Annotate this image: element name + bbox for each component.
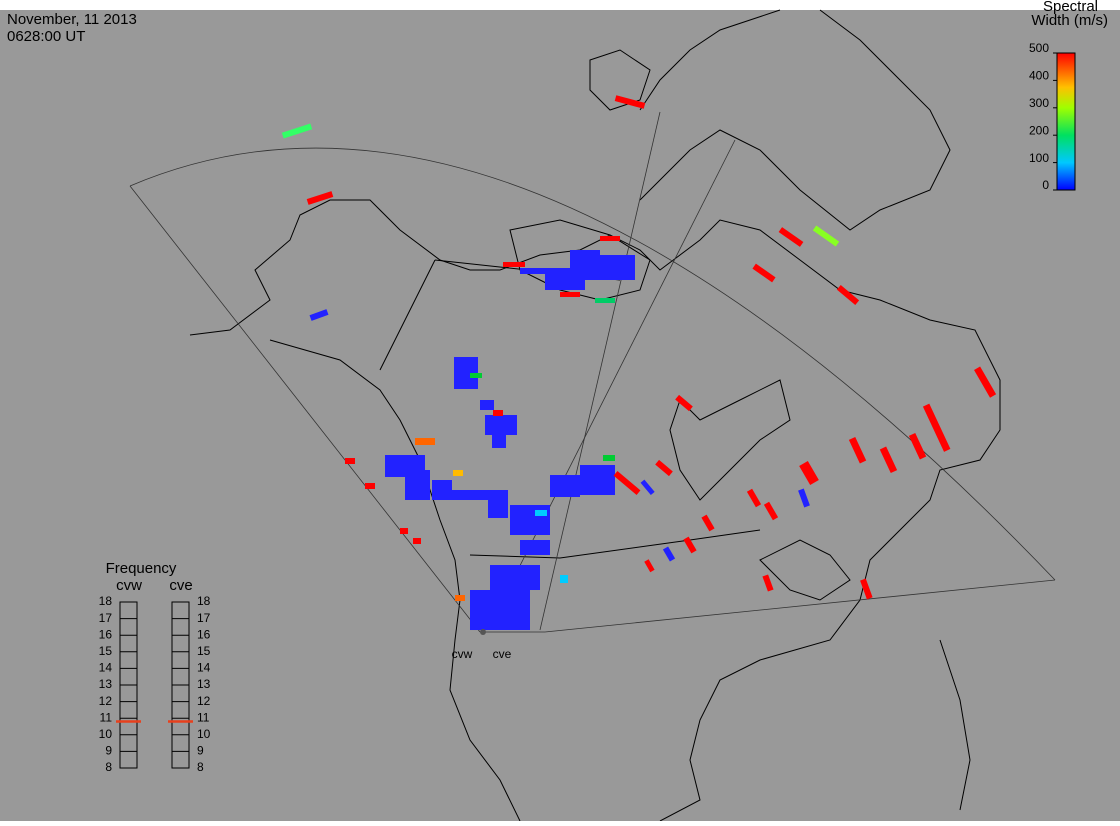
frequency-tick-label: 11 (197, 710, 210, 724)
frequency-tick-label: 12 (197, 694, 211, 708)
radar-label: cve (169, 577, 192, 594)
frequency-tick-label: 14 (197, 661, 211, 675)
colorbar-title: Spectral (1043, 0, 1098, 15)
map-background (0, 10, 1120, 821)
frequency-tick-label: 16 (197, 627, 211, 641)
colorbar-tick-label: 100 (1029, 151, 1049, 165)
frequency-tick-label: 16 (99, 627, 113, 641)
frequency-tick-label: 18 (197, 594, 211, 608)
coastlines (189, 9, 1001, 822)
frequency-tick-label: 9 (197, 744, 204, 758)
frequency-tick-label: 17 (99, 611, 113, 625)
frequency-tick-label: 14 (99, 661, 113, 675)
frequency-tick-label: 11 (100, 710, 113, 724)
frequency-tick-label: 13 (197, 677, 211, 691)
colorbar-tick-label: 0 (1042, 178, 1049, 192)
frequency-tick-label: 15 (99, 644, 113, 658)
colorbar-tick-label: 500 (1029, 41, 1049, 55)
colorbar (1056, 52, 1076, 191)
frequency-tick-label: 13 (99, 677, 113, 691)
frequency-tick-label: 12 (99, 694, 113, 708)
colorbar-tick-label: 400 (1029, 69, 1049, 83)
site-label: cvw (452, 647, 473, 661)
radar-label: cvw (116, 577, 142, 594)
frequency-tick-label: 10 (99, 727, 113, 741)
frequency-tick-label: 15 (197, 644, 211, 658)
colorbar-tick-label: 200 (1029, 123, 1049, 137)
site-label: cve (493, 647, 512, 661)
frequency-tick-label: 9 (105, 744, 112, 758)
date-label: November, 11 2013 (7, 11, 137, 28)
frequency-tick-label: 18 (99, 594, 113, 608)
colorbar-title: Width (m/s) (1031, 12, 1108, 29)
colorbar-tick-label: 300 (1029, 96, 1049, 110)
frequency-tick-label: 17 (197, 611, 211, 625)
frequency-tick-label: 8 (105, 760, 112, 774)
frequency-title: Frequency (106, 560, 177, 577)
frequency-tick-label: 10 (197, 727, 211, 741)
frequency-tick-label: 8 (197, 760, 204, 774)
time-label: 0628:00 UT (7, 28, 85, 45)
scatter-cells (281, 95, 997, 635)
field-of-view (129, 111, 1056, 633)
